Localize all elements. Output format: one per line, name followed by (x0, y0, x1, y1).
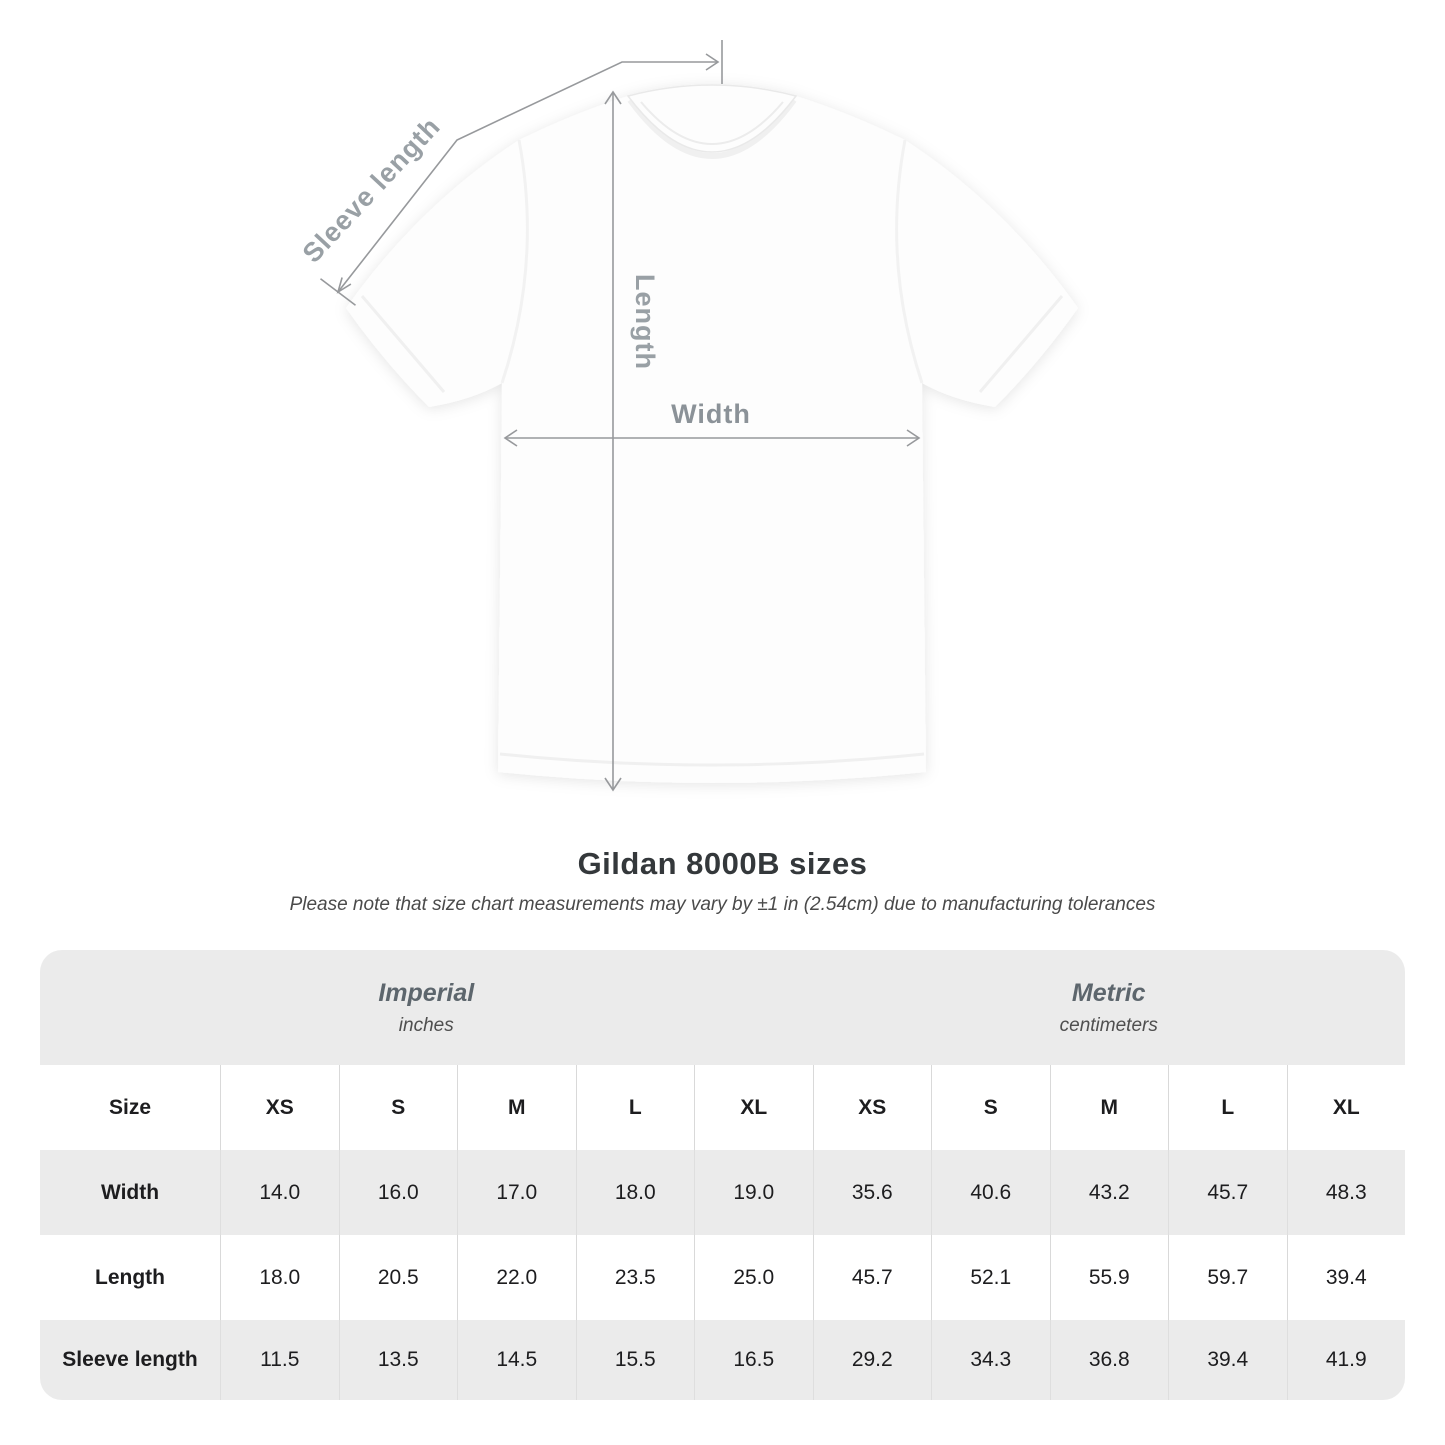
size-col-header: XS (220, 1065, 339, 1150)
length-arrow: Length (604, 90, 660, 792)
size-value-cell: 48.3 (1286, 1150, 1406, 1235)
size-value-cell: 34.3 (931, 1320, 1050, 1400)
size-value-cell: 14.0 (220, 1150, 339, 1235)
metric-header: Metric centimeters (813, 950, 1406, 1065)
size-col-header: L (1168, 1065, 1287, 1150)
tolerance-note: Please note that size chart measurements… (289, 894, 1156, 915)
size-value-cell: 52.1 (931, 1235, 1050, 1320)
unit-band: Imperial inches Metric centimeters (40, 950, 1405, 1065)
size-value-cell: 43.2 (1049, 1150, 1169, 1235)
size-value-cell: 40.6 (931, 1150, 1050, 1235)
size-value-cell: 55.9 (1049, 1235, 1169, 1320)
size-value-cell: 16.0 (338, 1150, 458, 1235)
size-value-cell: 16.5 (694, 1320, 813, 1400)
size-value-cell: 18.0 (575, 1150, 695, 1235)
size-value-cell: 45.7 (812, 1235, 932, 1320)
size-value-cell: 18.0 (220, 1235, 339, 1320)
size-col-header: XL (1286, 1065, 1406, 1150)
collar-shadow (627, 98, 797, 159)
size-chart-table: Imperial inches Metric centimeters Size … (40, 950, 1405, 1400)
size-value-cell: 17.0 (457, 1150, 576, 1235)
size-header-row: Size XS S M L XL XS S M L XL (40, 1065, 1405, 1150)
size-col-title: Size (108, 1095, 152, 1119)
length-label: Length (630, 274, 660, 370)
size-col-header: XL (694, 1065, 813, 1150)
size-value-cell: 36.8 (1049, 1320, 1169, 1400)
imperial-header: Imperial inches (40, 950, 813, 1065)
metric-title: Metric (1071, 978, 1146, 1007)
size-col-header: M (457, 1065, 576, 1150)
length-row: Length 18.0 20.5 22.0 23.5 25.0 45.7 52.… (40, 1235, 1405, 1320)
size-col-header: L (575, 1065, 695, 1150)
size-col-header: S (931, 1065, 1050, 1150)
width-label: Width (671, 399, 751, 429)
tshirt-diagram: Sleeve length Length Width (297, 40, 1078, 792)
size-value-cell: 45.7 (1168, 1150, 1287, 1235)
size-value-cell: 13.5 (338, 1320, 458, 1400)
imperial-title: Imperial (378, 978, 475, 1007)
tshirt (346, 84, 1078, 783)
width-row: Width 14.0 16.0 17.0 18.0 19.0 35.6 40.6… (40, 1150, 1405, 1235)
collar (626, 84, 798, 153)
measurement-row-label: Sleeve length (62, 1348, 198, 1371)
width-arrow: Width (503, 399, 921, 447)
size-value-cell: 35.6 (812, 1150, 932, 1235)
size-col-header: S (338, 1065, 458, 1150)
size-value-cell: 19.0 (694, 1150, 813, 1235)
size-value-cell: 59.7 (1168, 1235, 1287, 1320)
page-title: Gildan 8000B sizes (577, 846, 868, 881)
size-value-cell: 15.5 (575, 1320, 695, 1400)
size-value-cell: 11.5 (220, 1320, 339, 1400)
size-value-cell: 39.4 (1286, 1235, 1406, 1320)
imperial-unit: inches (398, 1014, 454, 1036)
size-value-cell: 22.0 (457, 1235, 576, 1320)
size-col-header: XS (812, 1065, 932, 1150)
size-value-cell: 25.0 (694, 1235, 813, 1320)
sleeve-length-row: Sleeve length 11.5 13.5 14.5 15.5 16.5 2… (40, 1320, 1405, 1400)
size-value-cell: 29.2 (812, 1320, 932, 1400)
measurement-row-label: Width (100, 1180, 160, 1204)
measurement-row-label: Length (95, 1265, 165, 1289)
size-value-cell: 23.5 (575, 1235, 695, 1320)
metric-unit: centimeters (1059, 1014, 1158, 1036)
size-value-cell: 14.5 (457, 1320, 576, 1400)
size-value-cell: 41.9 (1286, 1320, 1406, 1400)
size-col-header: M (1049, 1065, 1169, 1150)
size-value-cell: 39.4 (1168, 1320, 1287, 1400)
size-value-cell: 20.5 (338, 1235, 458, 1320)
